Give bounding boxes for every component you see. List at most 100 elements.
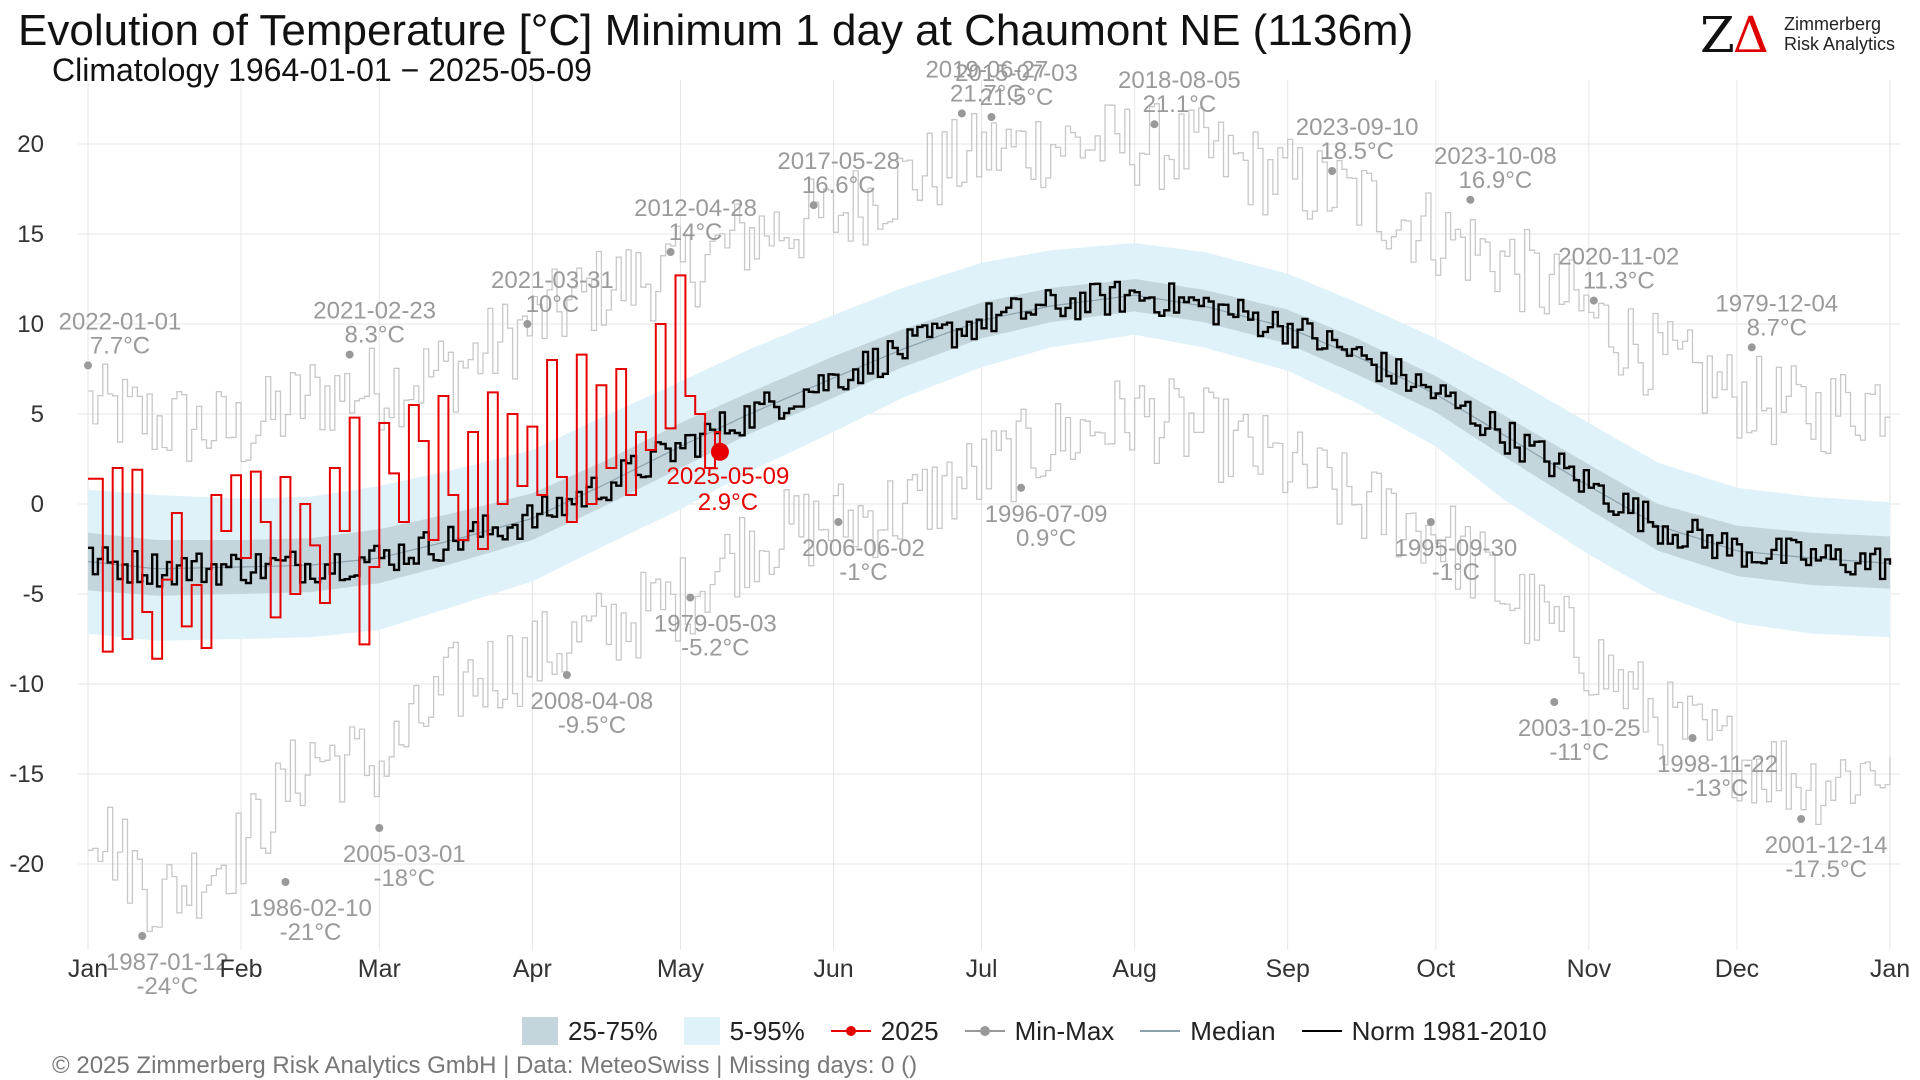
legend-label: 5-95% — [729, 1015, 805, 1046]
record-point — [1550, 698, 1559, 706]
legend-swatch-line — [1301, 1019, 1342, 1043]
x-tick-label: Apr — [513, 955, 552, 983]
record-point — [834, 518, 843, 526]
legend-item: 25-75% — [522, 1016, 658, 1047]
record-date-label: 2021-03-31 — [491, 267, 614, 294]
record-date-label: 1987-01-12 — [106, 949, 229, 976]
x-tick-label: Dec — [1715, 955, 1759, 983]
legend-swatch-box — [683, 1017, 720, 1045]
x-tick-label: Aug — [1112, 955, 1156, 983]
footer-credits: © 2025 Zimmerberg Risk Analytics GmbH | … — [52, 1052, 918, 1079]
record-point — [281, 878, 290, 886]
legend-item: Norm 1981-2010 — [1301, 1015, 1547, 1047]
record-point — [1688, 734, 1697, 742]
record-value-label: 10°C — [526, 291, 580, 318]
record-point — [375, 824, 384, 832]
legend-swatch-line — [964, 1019, 1005, 1043]
record-date-label: 2005-03-01 — [343, 841, 466, 868]
record-point — [666, 248, 675, 256]
record-date-label: 2022-01-01 — [59, 308, 182, 335]
legend-label: Norm 1981-2010 — [1351, 1015, 1547, 1046]
record-point — [1328, 167, 1337, 175]
record-date-label: 2023-09-10 — [1296, 114, 1419, 141]
y-tick-label: -15 — [9, 761, 44, 788]
company-logo: ZΔ Zimmerberg Risk Analytics — [1700, 8, 1900, 60]
logo-line-1: Zimmerberg — [1784, 14, 1882, 34]
record-value-label: 16.6°C — [802, 172, 876, 199]
legend-item: 2025 — [830, 1015, 939, 1047]
y-tick-label: -5 — [23, 581, 44, 608]
current-day-point — [710, 442, 729, 461]
record-date-label: 2001-12-14 — [1765, 832, 1888, 859]
series-2025-group: 2025-05-092.9°C — [88, 274, 790, 660]
record-value-label: -1°C — [1432, 559, 1480, 586]
record-date-label: 2023-10-08 — [1434, 143, 1557, 170]
grid — [78, 80, 1900, 950]
current-date-label: 2025-05-09 — [667, 463, 790, 490]
record-point — [1747, 343, 1756, 352]
record-value-label: 21.7°C — [950, 80, 1024, 107]
legend-swatch-line — [1140, 1019, 1181, 1043]
record-point — [1797, 815, 1806, 823]
y-tick-label: -10 — [9, 671, 44, 698]
record-point — [987, 113, 996, 121]
legend-swatch-box — [522, 1017, 558, 1045]
series-2025-line — [88, 274, 721, 660]
legend-label: Median — [1190, 1015, 1276, 1046]
record-value-label: 18.5°C — [1320, 138, 1394, 165]
record-value-label: 16.9°C — [1459, 167, 1533, 194]
record-point — [345, 350, 354, 359]
x-tick-label: Mar — [358, 955, 401, 983]
record-value-label: 14°C — [669, 219, 723, 246]
record-date-label: 1986-02-10 — [249, 895, 372, 922]
y-tick-label: 15 — [17, 221, 44, 248]
record-point — [1150, 120, 1159, 129]
record-point — [957, 109, 966, 118]
record-date-label: 1979-05-03 — [654, 611, 777, 638]
record-point — [84, 361, 92, 370]
record-date-label: 2012-04-28 — [634, 195, 757, 222]
record-value-label: -13°C — [1687, 775, 1749, 802]
record-date-label: 1998-11-22 — [1657, 751, 1778, 778]
current-value-label: 2.9°C — [698, 489, 758, 516]
legend-item: Median — [1140, 1015, 1276, 1047]
record-value-label: -21°C — [280, 919, 342, 946]
y-tick-label: 5 — [31, 401, 44, 428]
legend-item: 5-95% — [683, 1015, 805, 1047]
norm-1981-2010-line — [88, 280, 1892, 588]
record-value-label: 8.7°C — [1747, 314, 1807, 341]
legend-label: 2025 — [880, 1015, 939, 1046]
record-date-label: 2017-05-28 — [777, 148, 900, 175]
x-tick-label: May — [657, 955, 705, 983]
x-tick-label: Nov — [1567, 955, 1612, 983]
record-annotations: 2022-01-017.7°C 2021-02-238.3°C 2021-03-31… — [59, 56, 1888, 1000]
y-tick-label: 10 — [17, 311, 44, 338]
record-date-label: 2020-11-02 — [1558, 244, 1679, 271]
record-value-label: 0.9°C — [1016, 525, 1076, 552]
record-value-label: 11.3°C — [1583, 268, 1655, 295]
record-value-label: -11°C — [1549, 739, 1609, 766]
logo-mark: ZΔ — [1700, 10, 1769, 60]
record-point — [1426, 518, 1435, 526]
min-max-lines — [88, 103, 1891, 933]
logo-z: Z — [1700, 6, 1735, 64]
legend-item: Min-Max — [964, 1015, 1115, 1047]
record-value-label: -5.2°C — [681, 635, 749, 662]
legend-swatch-line — [830, 1019, 871, 1043]
record-value-label: -1°C — [839, 559, 887, 586]
axis-labels: 20 15 10 5 0 -5 -10 -15 -20 Jan Feb Mar Apr May Jun Jul… — [9, 131, 1910, 983]
record-date-label: 1979-12-04 — [1715, 290, 1838, 317]
record-point — [809, 201, 818, 210]
record-point — [523, 320, 532, 328]
record-date-label: 2008-04-08 — [531, 688, 654, 715]
record-date-label: 2021-02-23 — [313, 298, 436, 325]
record-value-label: 21.1°C — [1143, 91, 1217, 118]
max-record-line — [88, 103, 1891, 463]
y-tick-label: -20 — [9, 851, 44, 878]
min-record-line — [88, 378, 1891, 933]
record-value-label: 8.3°C — [345, 322, 405, 349]
legend-label: Min-Max — [1014, 1015, 1115, 1046]
x-tick-label: Oct — [1416, 955, 1455, 983]
x-tick-label: Jan — [1870, 955, 1910, 983]
x-tick-label: Jul — [966, 955, 998, 983]
